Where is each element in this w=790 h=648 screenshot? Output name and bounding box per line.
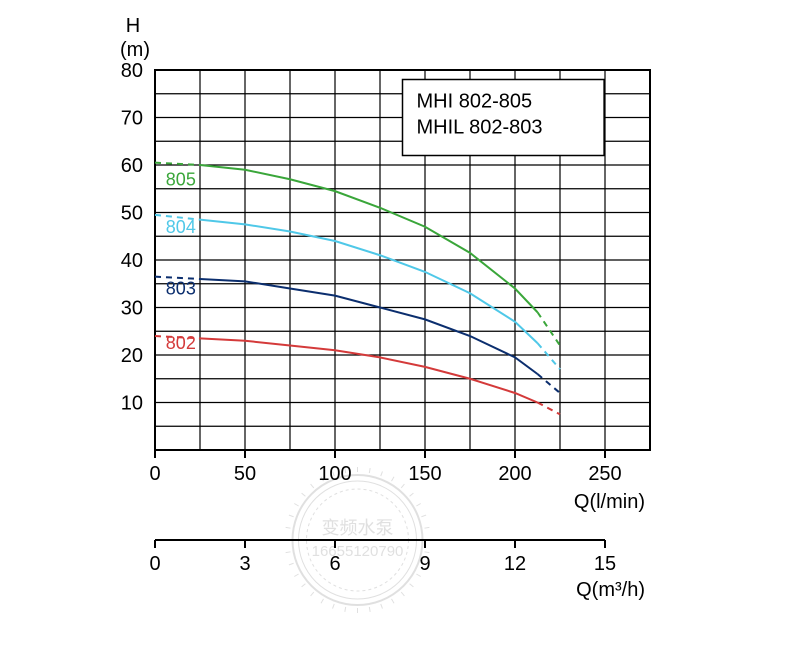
svg-text:Q(l/min): Q(l/min) [574, 491, 645, 513]
svg-text:70: 70 [121, 108, 143, 130]
svg-text:20: 20 [121, 345, 143, 367]
svg-text:12: 12 [504, 553, 526, 575]
svg-text:(m): (m) [120, 39, 150, 61]
svg-text:H: H [126, 15, 140, 37]
svg-text:200: 200 [498, 463, 531, 485]
svg-text:6: 6 [329, 553, 340, 575]
svg-text:10: 10 [121, 393, 143, 415]
svg-text:30: 30 [121, 298, 143, 320]
svg-text:15: 15 [594, 553, 616, 575]
chart-svg: 变频水泵166551207901020304050607080H(m)05010… [0, 0, 790, 648]
svg-text:100: 100 [318, 463, 351, 485]
svg-text:805: 805 [166, 169, 196, 189]
svg-text:803: 803 [166, 279, 196, 299]
svg-text:40: 40 [121, 250, 143, 272]
svg-text:Q(m³/h): Q(m³/h) [576, 579, 645, 601]
pump-curve-chart: 变频水泵166551207901020304050607080H(m)05010… [0, 0, 790, 648]
svg-text:0: 0 [149, 463, 160, 485]
svg-text:9: 9 [419, 553, 430, 575]
svg-text:50: 50 [234, 463, 256, 485]
svg-text:3: 3 [239, 553, 250, 575]
svg-text:60: 60 [121, 155, 143, 177]
svg-text:250: 250 [588, 463, 621, 485]
svg-text:80: 80 [121, 60, 143, 82]
svg-text:变频水泵: 变频水泵 [322, 518, 394, 538]
svg-text:0: 0 [149, 553, 160, 575]
svg-text:150: 150 [408, 463, 441, 485]
legend-line-0: MHI 802-805 [417, 91, 533, 113]
svg-text:50: 50 [121, 203, 143, 225]
svg-text:802: 802 [166, 333, 196, 353]
svg-text:804: 804 [166, 217, 196, 237]
legend-line-1: MHIL 802-803 [417, 117, 543, 139]
svg-text:16655120790: 16655120790 [312, 543, 404, 560]
